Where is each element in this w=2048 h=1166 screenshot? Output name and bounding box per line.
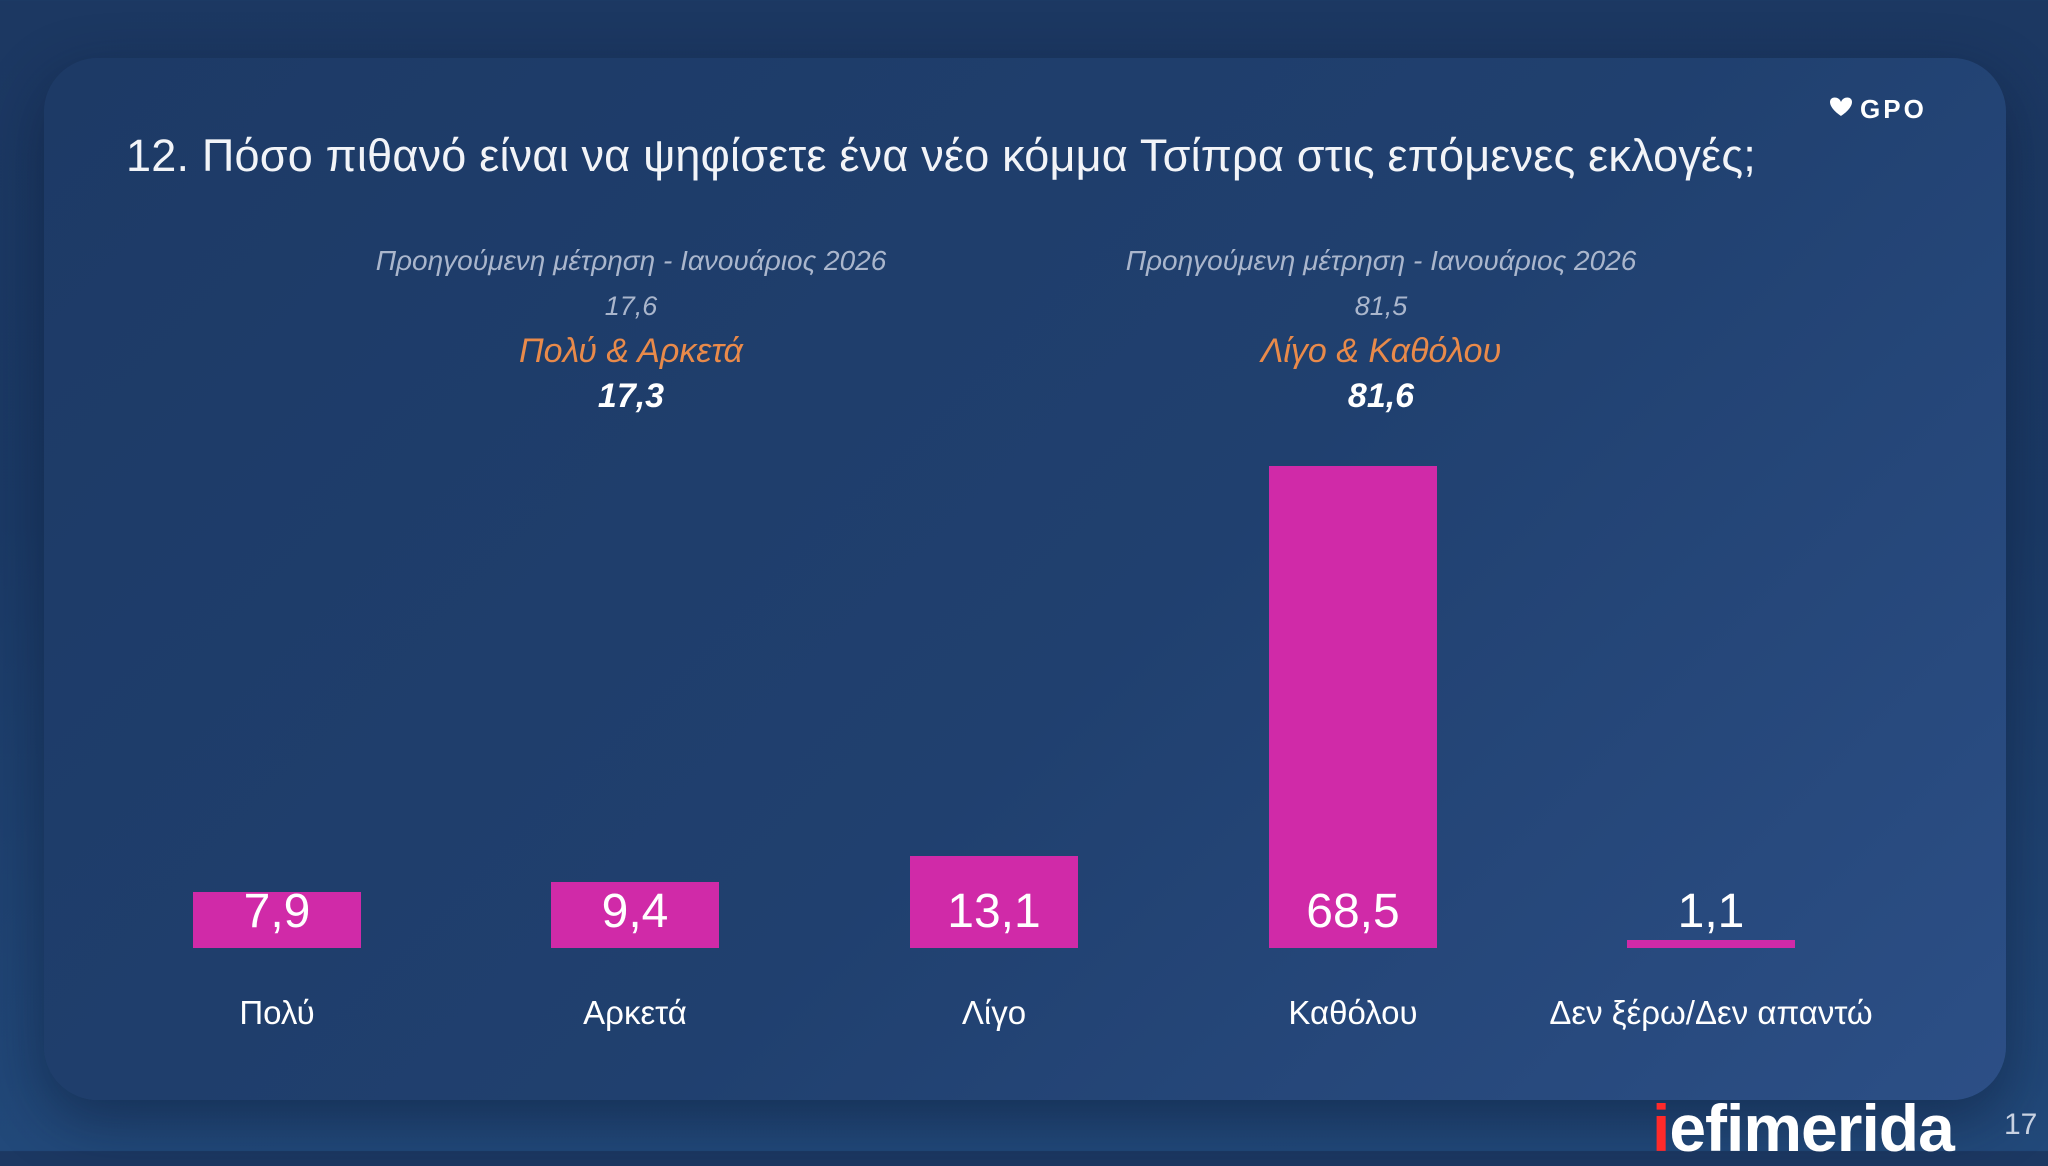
group-value: 81,6 — [1347, 377, 1415, 415]
bar — [1269, 466, 1437, 948]
group-value: 17,3 — [597, 377, 665, 415]
group-previous-label: Προηγούμενη μέτρηση - Ιανουάριος 2026 — [375, 245, 887, 276]
bar — [551, 881, 719, 948]
category-label: Καθόλου — [1288, 994, 1418, 1031]
bar-value-label: 68,5 — [1306, 885, 1400, 938]
page-number: 17 — [2004, 1108, 2038, 1141]
category-label: Πολύ — [239, 994, 315, 1031]
gpo-heart-icon — [1830, 97, 1852, 116]
chart-title: 12. Πόσο πιθανό είναι να ψηφίσετε ένα νέ… — [126, 130, 1756, 181]
bar — [910, 855, 1078, 948]
group-previous-label: Προηγούμενη μέτρηση - Ιανουάριος 2026 — [1125, 245, 1637, 276]
group-label: Λίγο & Καθόλου — [1260, 332, 1502, 370]
bar-value-label: 1,1 — [1677, 885, 1745, 938]
gpo-logo-text: GPO — [1860, 94, 1927, 122]
gpo-logo: GPO — [1830, 94, 1927, 122]
group-previous-value: 17,6 — [604, 291, 658, 321]
iefimerida-logo: iefimerida — [1652, 1090, 1955, 1166]
iefimerida-logo-accent: i — [1652, 1091, 1670, 1165]
group-label: Πολύ & Αρκετά — [519, 332, 743, 370]
group-summary-positive: Προηγούμενη μέτρηση - Ιανουάριος 2026 17… — [281, 245, 981, 416]
group-summary-negative: Προηγούμενη μέτρηση - Ιανουάριος 2026 81… — [1031, 245, 1731, 416]
bar — [1627, 940, 1795, 948]
category-label: Λίγο — [961, 994, 1027, 1031]
bar-value-label: 13,1 — [947, 885, 1041, 938]
bar-value-label: 9,4 — [601, 885, 669, 938]
bar — [193, 892, 361, 948]
iefimerida-logo-text: efimerida — [1669, 1091, 1954, 1165]
category-label: Αρκετά — [583, 994, 687, 1031]
group-previous-value: 81,5 — [1354, 291, 1408, 321]
category-label: Δεν ξέρω/Δεν απαντώ — [1549, 994, 1873, 1031]
bar-value-label: 7,9 — [243, 885, 311, 938]
